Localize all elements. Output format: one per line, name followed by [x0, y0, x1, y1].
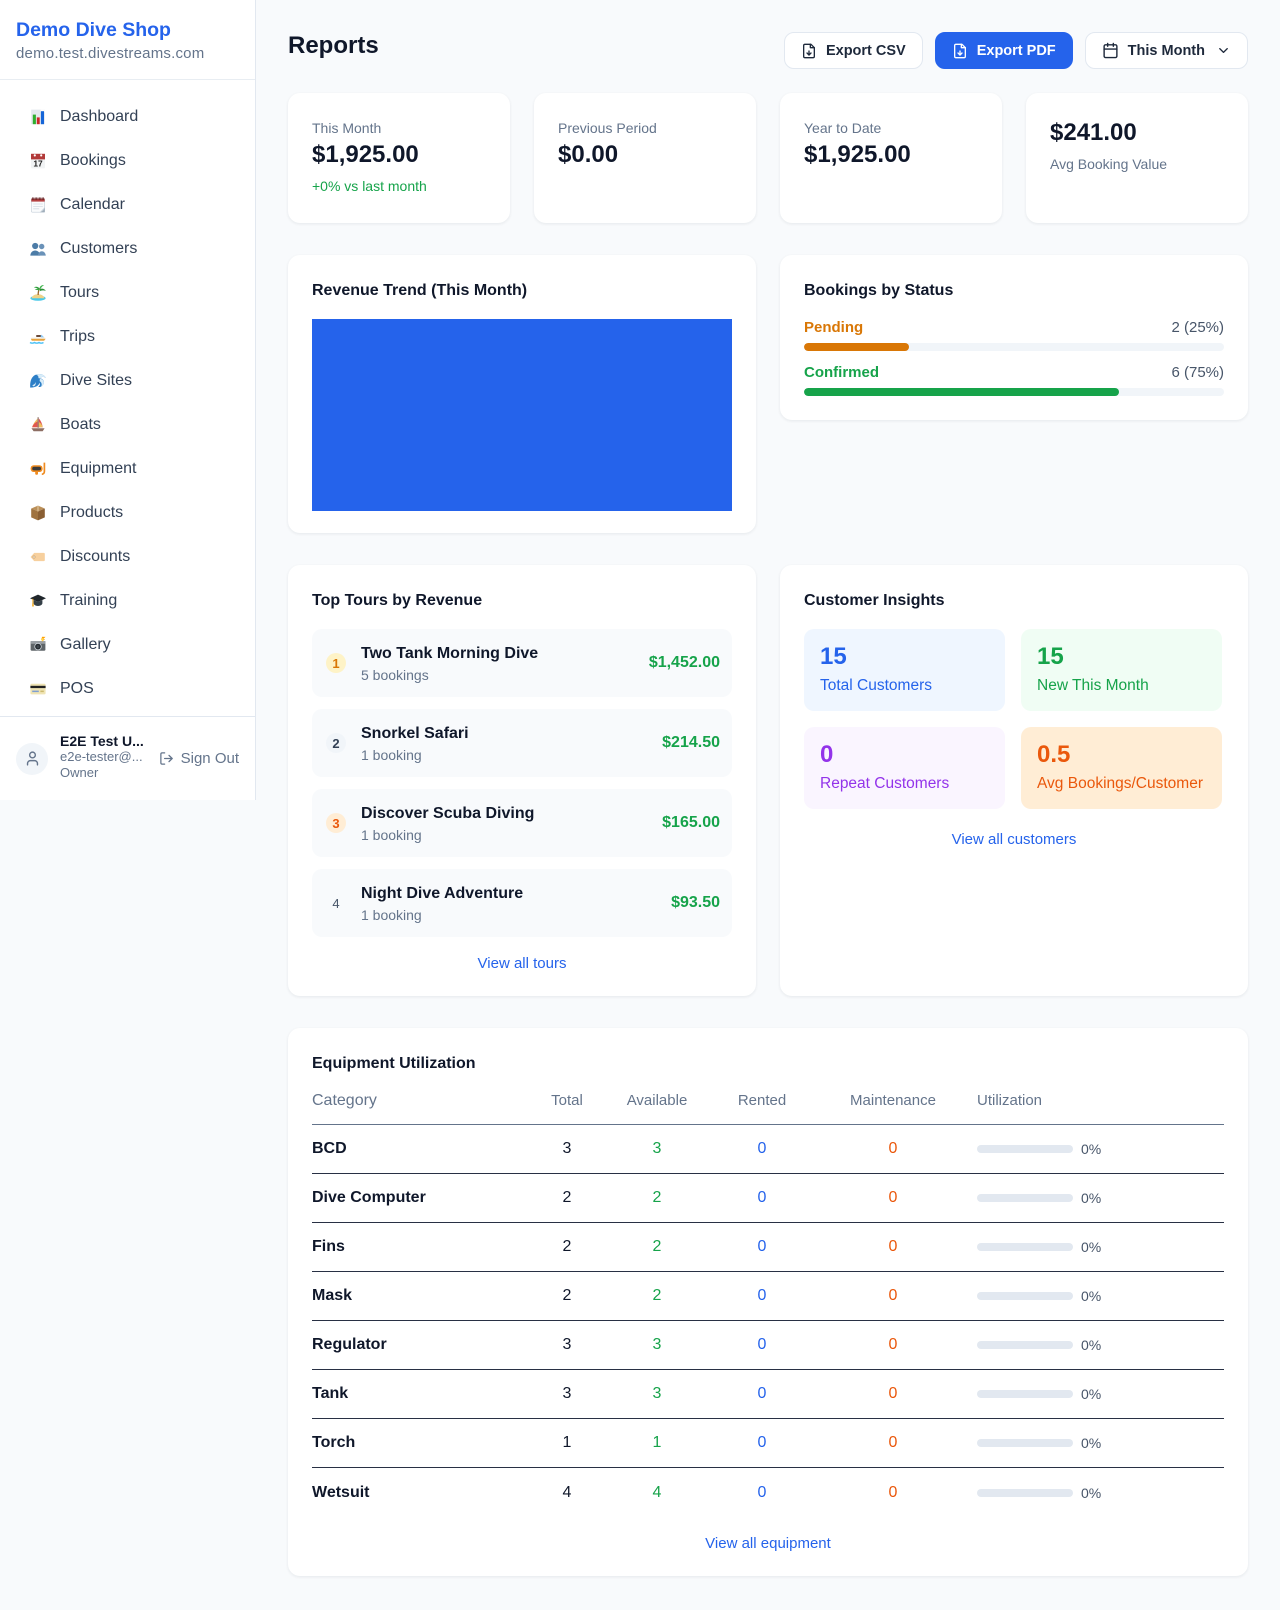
svg-text:17: 17 — [33, 159, 43, 169]
